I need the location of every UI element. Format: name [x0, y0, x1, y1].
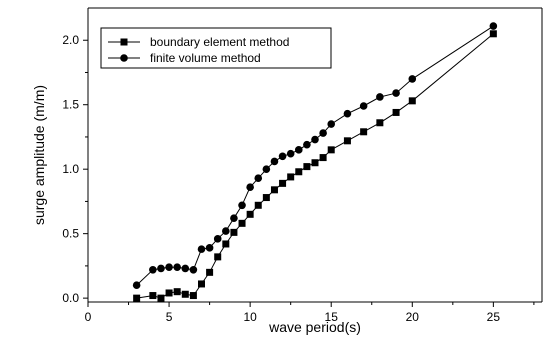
legend-marker-square: [120, 38, 128, 46]
data-point-circle: [181, 264, 190, 273]
data-point-circle: [132, 281, 141, 290]
data-point-square: [319, 154, 327, 162]
data-point-square: [303, 163, 311, 171]
legend-label-finite: finite volume method: [150, 51, 261, 65]
x-tick-label: 25: [487, 310, 501, 324]
data-point-square: [489, 30, 497, 38]
data-point-circle: [205, 244, 214, 252]
data-point-circle: [376, 93, 384, 101]
data-point-square: [189, 292, 197, 300]
legend-label-boundary: boundary element method: [150, 35, 289, 49]
data-point-square: [295, 168, 303, 176]
data-point-circle: [327, 120, 336, 128]
x-tick-label: 5: [166, 310, 173, 324]
data-point-circle: [392, 89, 400, 97]
data-point-square: [392, 108, 400, 116]
data-point-square: [198, 280, 205, 288]
y-tick-label: 1.5: [62, 98, 79, 112]
data-point-square: [238, 219, 246, 227]
data-point-square: [222, 240, 230, 248]
data-point-circle: [489, 22, 498, 30]
y-axis-ticks: 0.0 0.5 1.0 1.5 2.0: [62, 33, 88, 305]
data-point-circle: [173, 263, 181, 271]
data-point-circle: [230, 214, 238, 222]
plot-area: [87, 7, 543, 303]
data-point-circle: [213, 235, 222, 243]
data-point-circle: [319, 129, 327, 137]
data-point-square: [287, 173, 295, 181]
data-point-circle: [189, 265, 198, 274]
data-point-circle: [157, 264, 165, 273]
x-tick-label: 15: [325, 310, 339, 324]
data-point-circle: [286, 149, 295, 158]
legend-box: [100, 27, 332, 69]
data-point-circle: [311, 135, 319, 144]
data-point-circle: [197, 245, 206, 253]
data-point-square: [181, 290, 189, 298]
x-tick-label: 0: [85, 310, 92, 324]
y-tick-label: 1.0: [62, 162, 79, 176]
y-tick-label: 0.5: [62, 227, 79, 241]
y-axis-title: surge amplitude (m/m): [31, 85, 47, 225]
data-point-circle: [222, 227, 230, 235]
data-point-circle: [165, 263, 173, 271]
data-point-circle: [262, 165, 271, 173]
data-point-circle: [254, 174, 263, 183]
data-point-square: [254, 201, 262, 209]
data-point-circle: [343, 109, 352, 118]
x-tick-label: 10: [243, 310, 257, 324]
data-point-square: [279, 179, 287, 187]
data-point-square: [311, 159, 319, 167]
data-point-circle: [408, 75, 417, 83]
data-point-circle: [303, 140, 311, 149]
series-boundary-element: [133, 30, 497, 302]
data-point-square: [327, 146, 335, 154]
data-point-square: [165, 289, 173, 297]
data-point-square: [206, 268, 214, 276]
y-tick-label: 2.0: [62, 33, 79, 47]
data-point-square: [157, 294, 165, 302]
data-point-square: [246, 210, 254, 218]
data-point-circle: [149, 265, 157, 274]
data-point-square: [262, 194, 270, 202]
legend-marker-circle: [120, 54, 128, 62]
data-point-circle: [278, 152, 287, 161]
data-point-circle: [238, 201, 246, 210]
data-point-square: [408, 97, 416, 105]
data-point-square: [230, 228, 238, 236]
data-point-circle: [270, 157, 279, 166]
x-tick-label: 20: [406, 310, 420, 324]
data-point-square: [214, 253, 222, 261]
data-point-square: [270, 186, 278, 194]
x-axis-title: wave period(s): [268, 319, 361, 335]
x-axis-ticks: 0 5 10 15 20 25: [85, 302, 535, 324]
data-point-circle: [294, 146, 303, 154]
series-layer: [132, 22, 498, 302]
data-point-square: [343, 137, 351, 145]
data-point-square: [133, 294, 141, 302]
data-point-square: [173, 288, 181, 296]
series-finite-volume: [132, 22, 498, 290]
data-point-square: [360, 128, 368, 136]
data-point-square: [376, 119, 384, 127]
data-point-square: [149, 292, 157, 300]
y-tick-label: 0.0: [62, 291, 79, 305]
legend: boundary element method finite volume me…: [100, 27, 332, 69]
data-point-circle: [359, 102, 368, 110]
data-point-circle: [246, 183, 254, 192]
